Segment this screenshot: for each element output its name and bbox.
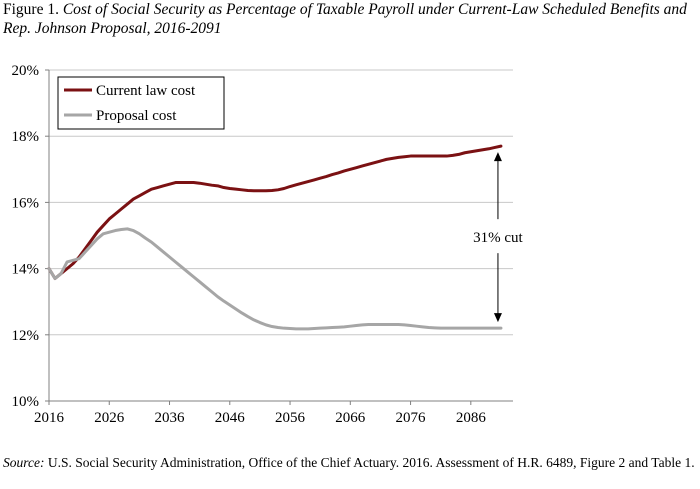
series-line-current-law — [47, 144, 503, 281]
y-tick-label-2: 14% — [12, 262, 40, 278]
y-tick-label-0: 10% — [12, 394, 40, 410]
figure-label: Figure 1. — [3, 1, 59, 18]
y-tick-label-4: 18% — [12, 129, 40, 145]
source-note: Source: U.S. Social Security Administrat… — [3, 455, 695, 471]
legend-label-1: Proposal cost — [96, 108, 177, 124]
x-tick-label-2: 2036 — [155, 410, 186, 426]
chart-container: 10% 12% 14% 16% 18% 20% 2016 2026 2036 2046 2056 20… — [0, 55, 700, 445]
annotation-arrowhead-down — [493, 313, 502, 323]
annotation-arrowhead-up — [493, 152, 502, 162]
y-tick-label-5: 20% — [12, 63, 40, 79]
y-tick-label-3: 16% — [12, 195, 40, 211]
line-chart: 10% 12% 14% 16% 18% 20% 2016 2026 2036 2046 2056 20… — [12, 63, 524, 426]
x-tick-label-1: 2026 — [94, 410, 125, 426]
x-tick-label-0: 2016 — [34, 410, 65, 426]
annotation-label: 31% cut — [473, 230, 523, 246]
source-label: Source: — [3, 455, 45, 470]
x-tick-label-6: 2076 — [396, 410, 427, 426]
x-tick-label-3: 2046 — [215, 410, 246, 426]
figure-title: Cost of Social Security as Percentage of… — [3, 1, 687, 37]
legend-box — [57, 76, 225, 130]
x-tick-label-5: 2066 — [335, 410, 366, 426]
legend-label-0: Current law cost — [96, 83, 196, 99]
x-tick-label-7: 2086 — [456, 410, 487, 426]
y-tick-label-1: 12% — [12, 328, 40, 344]
series-line-proposal — [47, 227, 503, 331]
x-tick-label-4: 2056 — [275, 410, 306, 426]
source-text: U.S. Social Security Administration, Off… — [47, 455, 695, 470]
figure-title-block: Figure 1. Cost of Social Security as Per… — [3, 0, 693, 38]
